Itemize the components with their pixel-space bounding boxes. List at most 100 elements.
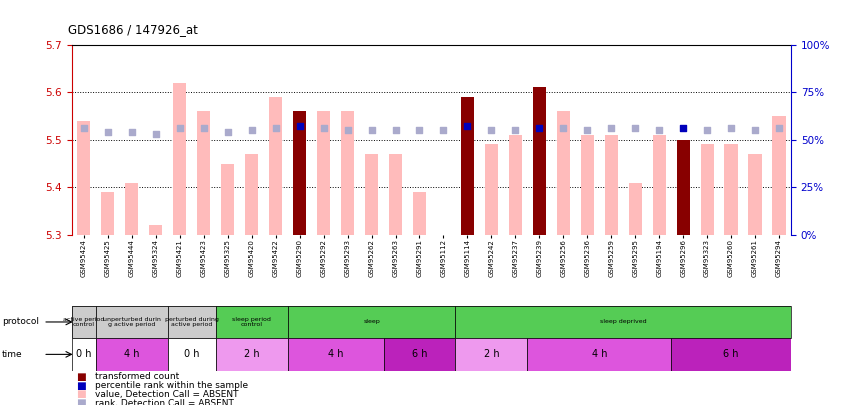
- Point: [149, 131, 162, 137]
- Bar: [652, 135, 666, 235]
- Point: [269, 125, 283, 132]
- Bar: [700, 145, 714, 235]
- Point: [413, 127, 426, 134]
- Bar: [288, 306, 455, 338]
- Text: perturbed during
active period: perturbed during active period: [165, 317, 219, 327]
- Point: [437, 127, 450, 134]
- Bar: [168, 338, 216, 371]
- Point: [316, 125, 330, 132]
- Bar: [455, 306, 791, 338]
- Text: sleep period
control: sleep period control: [233, 317, 271, 327]
- Bar: [389, 154, 402, 235]
- Point: [460, 123, 474, 130]
- Bar: [96, 338, 168, 371]
- Point: [557, 125, 570, 132]
- Point: [173, 125, 186, 132]
- Point: [485, 127, 498, 134]
- Text: active period
control: active period control: [63, 317, 105, 327]
- Point: [724, 125, 738, 132]
- Bar: [72, 306, 96, 338]
- Point: [604, 125, 618, 132]
- Bar: [749, 154, 761, 235]
- Bar: [557, 111, 570, 235]
- Bar: [125, 183, 139, 235]
- Text: 0 h: 0 h: [76, 350, 91, 359]
- Text: GDS1686 / 147926_at: GDS1686 / 147926_at: [68, 23, 198, 36]
- Text: percentile rank within the sample: percentile rank within the sample: [95, 381, 248, 390]
- Bar: [288, 338, 383, 371]
- Point: [677, 125, 690, 132]
- Bar: [216, 338, 288, 371]
- Bar: [580, 135, 594, 235]
- Point: [508, 127, 522, 134]
- Bar: [216, 306, 288, 338]
- Point: [197, 125, 211, 132]
- Bar: [533, 87, 546, 235]
- Text: time: time: [2, 350, 22, 359]
- Text: rank, Detection Call = ABSENT: rank, Detection Call = ABSENT: [95, 399, 233, 405]
- Point: [652, 127, 666, 134]
- Point: [245, 127, 259, 134]
- Bar: [77, 121, 91, 235]
- Bar: [455, 338, 527, 371]
- Point: [629, 125, 642, 132]
- Bar: [317, 111, 330, 235]
- Text: unperturbed durin
g active period: unperturbed durin g active period: [103, 317, 161, 327]
- Point: [341, 127, 354, 134]
- Point: [77, 125, 91, 132]
- Text: transformed count: transformed count: [95, 372, 179, 381]
- Text: protocol: protocol: [2, 318, 39, 326]
- Text: ■: ■: [76, 399, 86, 405]
- Text: 6 h: 6 h: [412, 350, 427, 359]
- Bar: [341, 111, 354, 235]
- Bar: [245, 154, 258, 235]
- Point: [388, 127, 403, 134]
- Text: value, Detection Call = ABSENT: value, Detection Call = ABSENT: [95, 390, 239, 399]
- Bar: [96, 306, 168, 338]
- Bar: [527, 338, 671, 371]
- Text: 4 h: 4 h: [124, 350, 140, 359]
- Bar: [293, 111, 306, 235]
- Bar: [461, 97, 474, 235]
- Text: 0 h: 0 h: [184, 350, 200, 359]
- Text: ■: ■: [76, 390, 86, 399]
- Bar: [269, 97, 283, 235]
- Bar: [173, 83, 186, 235]
- Point: [365, 127, 378, 134]
- Bar: [772, 116, 786, 235]
- Point: [772, 125, 786, 132]
- Bar: [724, 145, 738, 235]
- Text: ■: ■: [76, 381, 86, 390]
- Point: [293, 123, 306, 130]
- Bar: [508, 135, 522, 235]
- Point: [101, 129, 114, 135]
- Text: 2 h: 2 h: [244, 350, 260, 359]
- Bar: [365, 154, 378, 235]
- Point: [700, 127, 714, 134]
- Text: 4 h: 4 h: [591, 350, 607, 359]
- Point: [533, 125, 547, 132]
- Bar: [629, 183, 642, 235]
- Point: [749, 127, 762, 134]
- Bar: [221, 164, 234, 235]
- Bar: [383, 338, 455, 371]
- Bar: [197, 111, 211, 235]
- Text: 2 h: 2 h: [484, 350, 499, 359]
- Text: sleep: sleep: [363, 320, 380, 324]
- Text: 4 h: 4 h: [328, 350, 343, 359]
- Bar: [605, 135, 618, 235]
- Bar: [102, 192, 114, 235]
- Bar: [671, 338, 791, 371]
- Text: ■: ■: [76, 372, 86, 382]
- Bar: [72, 338, 96, 371]
- Text: sleep deprived: sleep deprived: [600, 320, 646, 324]
- Point: [125, 129, 139, 135]
- Bar: [168, 306, 216, 338]
- Bar: [485, 145, 498, 235]
- Bar: [437, 235, 450, 282]
- Bar: [677, 140, 689, 235]
- Bar: [413, 192, 426, 235]
- Text: 6 h: 6 h: [723, 350, 739, 359]
- Point: [580, 127, 594, 134]
- Bar: [149, 225, 162, 235]
